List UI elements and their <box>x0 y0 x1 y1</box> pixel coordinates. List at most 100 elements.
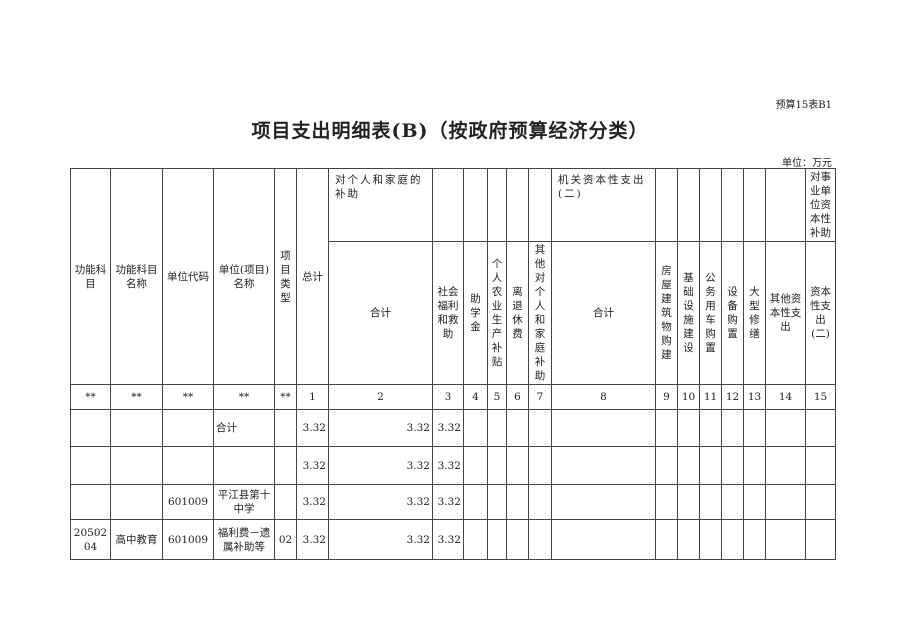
unit-label: 单位：万元 <box>782 158 832 169</box>
index-cell: 11 <box>699 384 722 410</box>
page-title: 项目支出明细表(B)（按政府预算经济分类） <box>251 120 649 142</box>
index-cell: ** <box>274 384 297 410</box>
table-code: 预算15表B1 <box>775 100 832 111</box>
table-cell <box>463 484 488 520</box>
index-cell: 4 <box>463 384 488 410</box>
table-cell <box>274 409 297 447</box>
header-empty <box>699 168 722 242</box>
table-cell <box>110 446 163 485</box>
table-cell <box>743 484 766 520</box>
table-cell <box>110 409 163 447</box>
table-cell <box>528 519 552 560</box>
table-cell: 福利费－遗属补助等 <box>213 519 275 560</box>
table-cell: 3.32 <box>296 519 329 560</box>
header-func-subject: 功能科目 <box>70 168 111 385</box>
table-cell <box>463 409 488 447</box>
table-cell: 3.32 <box>296 409 329 447</box>
table-cell <box>699 484 722 520</box>
header-g2-total: 合计 <box>551 241 656 385</box>
table-cell <box>506 446 529 485</box>
table-cell <box>721 409 744 447</box>
header-g1-col: 社会福利和救助 <box>432 241 464 385</box>
table-cell <box>677 446 700 485</box>
index-cell: ** <box>110 384 163 410</box>
table-cell <box>743 446 766 485</box>
index-row: ** ** ** ** ** 1 2 3 4 5 6 7 8 9 10 11 12 13 14 15 <box>70 384 836 410</box>
table-cell <box>677 519 700 560</box>
table-cell <box>721 519 744 560</box>
header-project-type: 项目类型 <box>274 168 297 385</box>
table-cell <box>528 409 552 447</box>
header-empty <box>743 168 766 242</box>
index-cell: ** <box>162 384 214 410</box>
table-cell: 3.32 <box>328 446 433 485</box>
header-g2-col: 基础设施建设 <box>677 241 700 385</box>
table-cell <box>765 446 806 485</box>
table-cell <box>805 446 836 485</box>
table-cell <box>655 484 678 520</box>
table-cell <box>274 446 297 485</box>
table-cell: 3.32 <box>432 519 464 560</box>
table-cell <box>551 446 656 485</box>
index-cell: 2 <box>328 384 433 410</box>
index-cell: 14 <box>765 384 806 410</box>
table-cell <box>70 446 111 485</box>
table-cell <box>213 446 275 485</box>
table-cell <box>699 446 722 485</box>
header-g1-col: 助学金 <box>463 241 488 385</box>
table-cell <box>677 409 700 447</box>
table-cell: 3.32 <box>296 484 329 520</box>
table-row: 601009 平江县第十中学 3.32 3.32 3.32 <box>70 484 836 520</box>
index-cell: 9 <box>655 384 678 410</box>
table-cell <box>506 484 529 520</box>
table-cell <box>506 519 529 560</box>
header-empty <box>506 168 529 242</box>
table-cell <box>162 409 214 447</box>
header-group-household-subsidy: 对个人和家庭的补助 <box>328 168 433 242</box>
table-cell <box>805 519 836 560</box>
table-cell: 3.32 <box>328 519 433 560</box>
table-cell: 601009 <box>162 519 214 560</box>
table-cell <box>655 446 678 485</box>
table-cell <box>528 446 552 485</box>
table-cell <box>551 409 656 447</box>
header-group-institution-capital: 对事业单位资本性补助 <box>805 168 836 242</box>
table-cell <box>743 409 766 447</box>
index-cell: ** <box>213 384 275 410</box>
table-row: 3.32 3.32 3.32 <box>70 446 836 485</box>
index-cell: 12 <box>721 384 744 410</box>
header-g2-col: 大型修缮 <box>743 241 766 385</box>
table-cell <box>765 409 806 447</box>
table-cell: 合计 <box>213 409 275 447</box>
table-cell <box>487 484 507 520</box>
index-cell: 13 <box>743 384 766 410</box>
table-cell: 平江县第十中学 <box>213 484 275 520</box>
header-g2-col: 设备购置 <box>721 241 744 385</box>
header-g1-col: 个人农业生产补贴 <box>487 241 507 385</box>
header-empty <box>528 168 552 242</box>
header-row-sub: 合计 社会福利和救助 助学金 个人农业生产补贴 离退休费 其他对个人和家庭补助 … <box>71 241 836 385</box>
table-cell <box>463 519 488 560</box>
header-unit-name: 单位(项目)名称 <box>213 168 275 385</box>
header-empty <box>721 168 744 242</box>
table-cell: 3.32 <box>432 409 464 447</box>
index-cell: ** <box>70 384 111 410</box>
index-cell: 15 <box>805 384 836 410</box>
table-cell <box>699 519 722 560</box>
table-cell: 3.32 <box>432 484 464 520</box>
header-empty <box>432 168 464 242</box>
header-func-name: 功能科目名称 <box>110 168 163 385</box>
table-row: 合计 3.32 3.32 3.32 <box>70 409 836 447</box>
header-g1-col: 离退休费 <box>506 241 529 385</box>
table-cell: 3.32 <box>328 484 433 520</box>
table-cell <box>677 484 700 520</box>
table-cell <box>487 446 507 485</box>
header-empty <box>655 168 678 242</box>
table-cell <box>721 446 744 485</box>
header-empty <box>765 168 806 242</box>
table-cell <box>699 409 722 447</box>
table-row: 20502 04 高中教育 601009 福利费－遗属补助等 02 3.32 3.32 3.3… <box>70 519 836 560</box>
header-g2-col: 房屋建筑物购建 <box>655 241 678 385</box>
table-cell <box>274 484 297 520</box>
table-cell: 02 <box>274 519 297 560</box>
